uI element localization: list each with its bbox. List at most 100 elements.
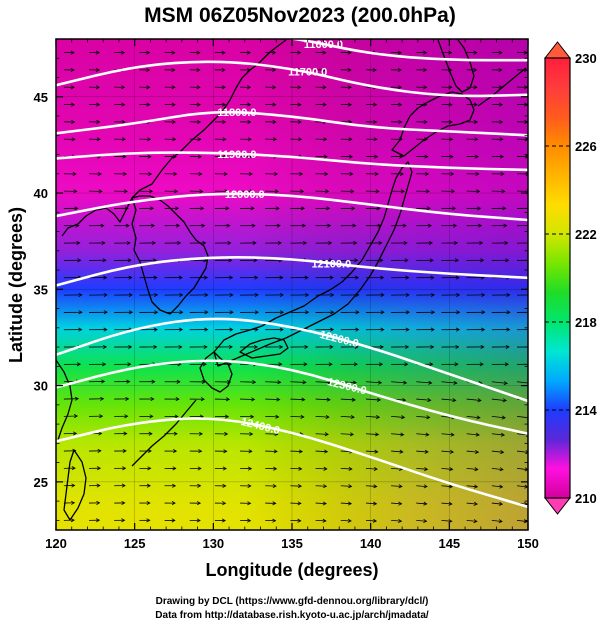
wind-vector: [466, 137, 479, 142]
wind-vector: [491, 344, 510, 349]
wind-vector: [466, 519, 478, 524]
contour-line: [56, 151, 528, 172]
wind-vector: [63, 327, 83, 332]
wind-vector: [441, 467, 454, 472]
wind-vector: [114, 466, 127, 471]
wind-vector: [416, 258, 434, 263]
wind-vector: [139, 431, 153, 436]
wind-vector: [265, 189, 279, 194]
wind-vector: [139, 483, 151, 488]
wind-vector: [315, 449, 329, 454]
wind-vector: [391, 432, 405, 437]
wind-vector: [189, 102, 201, 107]
contour-label: 11800.0: [217, 107, 256, 119]
wind-vector: [466, 223, 483, 228]
wind-vector: [114, 500, 126, 505]
wind-vector: [391, 518, 403, 523]
wind-vector: [89, 344, 108, 349]
wind-vector: [340, 171, 354, 176]
x-axis: 120 125 130 135 140 145 150: [45, 39, 539, 551]
wind-vector: [365, 362, 384, 367]
wind-vector: [315, 310, 335, 315]
wind-vector: [114, 171, 128, 176]
wind-vector: [240, 292, 259, 297]
wind-vector: [290, 518, 302, 523]
wind-vector: [416, 223, 432, 228]
wind-vector: [164, 466, 177, 471]
wind-vector: [189, 275, 209, 280]
wind-vector: [290, 275, 309, 280]
wind-vector: [114, 258, 132, 263]
wind-vector: [290, 362, 308, 367]
wind-vector: [114, 275, 133, 280]
wind-vector: [340, 223, 357, 228]
wind-vector: [391, 362, 409, 367]
wind-vector: [340, 206, 356, 211]
wind-vector: [139, 67, 151, 72]
credit-drawing: Drawing by DCL (https://www.gfd-dennou.o…: [156, 596, 429, 607]
wind-vector: [214, 275, 234, 280]
wind-vector: [491, 189, 506, 194]
wind-vector: [240, 397, 256, 402]
wind-vector: [189, 171, 203, 176]
wind-vector: [89, 102, 101, 107]
wind-vector: [164, 414, 179, 419]
wind-vector: [466, 398, 482, 403]
wind-vector: [89, 518, 101, 523]
wind-vector: [114, 206, 129, 211]
wind-vector: [240, 137, 252, 142]
wind-vector: [89, 362, 107, 367]
wind-vector: [340, 518, 352, 523]
x-tick-label: 130: [202, 536, 224, 551]
colorbar-ticks: 210 214 218 222 226 230: [545, 51, 597, 506]
wind-vector: [416, 380, 433, 385]
coast-hokkaido: [391, 91, 475, 157]
wind-vector: [441, 327, 461, 332]
wind-vector: [315, 501, 327, 506]
wind-vector: [240, 327, 259, 332]
wind-vector: [290, 484, 303, 489]
wind-vector: [491, 467, 504, 472]
wind-vector: [139, 414, 154, 419]
x-tick-label: 150: [517, 536, 539, 551]
wind-vector: [114, 518, 126, 523]
wind-vector: [189, 223, 206, 228]
wind-vector: [214, 119, 227, 124]
wind-vector: [491, 171, 505, 176]
wind-vector: [139, 310, 159, 315]
wind-vector: [139, 466, 152, 471]
wind-vector: [466, 67, 478, 72]
wind-vector: [416, 501, 428, 506]
wind-vector: [265, 483, 277, 489]
wind-vector: [265, 414, 280, 419]
wind-vector: [139, 50, 151, 55]
wind-vector: [240, 102, 252, 107]
wind-vector: [114, 344, 133, 349]
wind-vector: [240, 206, 255, 211]
wind-vector: [466, 85, 478, 90]
wind-vector: [240, 483, 252, 488]
wind-vector: [441, 310, 461, 315]
wind-vector: [139, 171, 153, 176]
wind-vector: [466, 344, 485, 349]
wind-vector: [214, 431, 229, 436]
wind-vector: [315, 240, 333, 246]
wind-vector: [164, 327, 184, 332]
wind-vector: [365, 119, 378, 124]
wind-vector: [441, 362, 459, 367]
wind-vector: [391, 50, 403, 55]
chart-title: MSM 06Z05Nov2023 (200.0hPa): [144, 4, 456, 27]
wind-vector: [365, 102, 378, 107]
wind-vector: [265, 67, 277, 72]
wind-vector: [214, 189, 229, 194]
wind-vector: [63, 362, 82, 367]
wind-vector: [416, 344, 435, 349]
wind-vector: [240, 258, 258, 263]
wind-vector: [391, 67, 403, 72]
wind-vector: [516, 363, 528, 365]
wind-vector: [391, 292, 410, 297]
wind-vector: [63, 50, 75, 55]
wind-vector: [315, 85, 327, 90]
wind-vector: [365, 67, 377, 72]
wind-vector: [89, 137, 101, 142]
